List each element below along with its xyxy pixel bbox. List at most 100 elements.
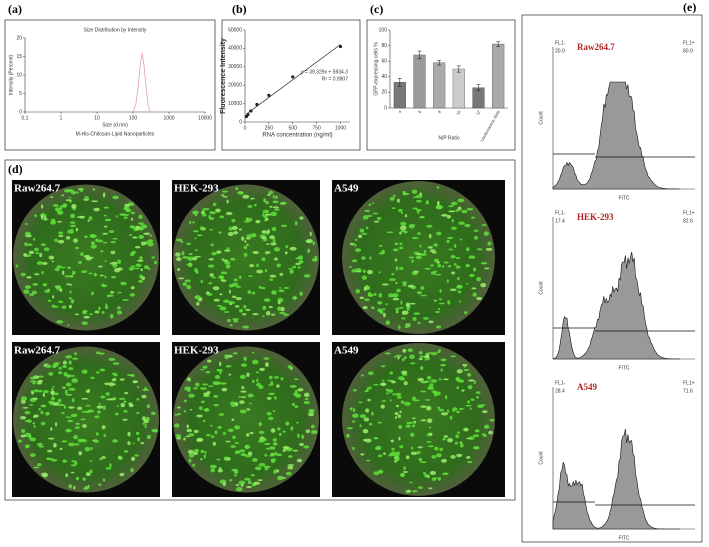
cell-dot: [368, 386, 372, 390]
point: [267, 93, 271, 97]
cell-dot: [258, 384, 264, 390]
cell-dot: [54, 422, 58, 427]
cell-dot: [463, 368, 470, 372]
cell-dot: [461, 209, 468, 214]
cell-dot: [449, 288, 457, 292]
cell-dot: [381, 283, 389, 286]
cell-dot: [427, 386, 435, 390]
cell-dot: [467, 384, 473, 390]
cell-dot: [218, 467, 222, 470]
y-axis-label: Count: [538, 281, 544, 295]
x-tick-label: 6: [417, 109, 423, 114]
cell-dot: [19, 415, 27, 420]
cell-dot: [399, 378, 406, 381]
cell-dot: [231, 295, 237, 299]
cell-dot: [282, 448, 286, 452]
cell-dot: [456, 431, 461, 434]
cell-dot: [399, 410, 402, 414]
cell-dot: [231, 218, 236, 223]
cell-dot: [368, 422, 373, 426]
cell-dot: [246, 243, 249, 246]
cell-dot: [305, 429, 310, 434]
cell-dot: [395, 310, 399, 314]
cell-dot: [43, 247, 50, 252]
cell-dot: [352, 408, 356, 413]
cell-dot: [441, 264, 445, 268]
cell-dot: [175, 238, 183, 242]
y-tick-label: 15: [16, 54, 22, 60]
cell-dot: [371, 306, 375, 310]
cell-dot: [52, 402, 60, 406]
cell-dot: [463, 364, 466, 368]
cell-dot: [24, 242, 28, 247]
cell-dot: [415, 253, 423, 255]
cell-dot: [241, 236, 245, 241]
cell-dot: [211, 276, 217, 279]
cell-dot: [255, 219, 261, 224]
cell-dot: [455, 257, 461, 260]
cell-dot: [105, 392, 110, 396]
cell-dot: [269, 205, 273, 208]
cell-dot: [135, 431, 140, 436]
cell-dot: [289, 384, 297, 388]
cell-dot: [228, 301, 236, 304]
cell-dot: [383, 452, 386, 455]
cell-dot: [178, 277, 185, 280]
cell-dot: [392, 393, 396, 396]
cell-dot: [256, 263, 259, 268]
cell-dot: [254, 466, 262, 471]
cell-dot: [116, 404, 119, 407]
cell-dot: [174, 423, 180, 428]
cell-dot: [265, 252, 268, 256]
cell-dot: [212, 202, 217, 206]
cell-dot: [240, 390, 247, 393]
cell-dot: [367, 371, 374, 376]
cell-dot: [59, 288, 63, 292]
panel-c-box: [366, 19, 516, 151]
cell-dot: [365, 408, 370, 413]
cell-dot: [243, 304, 247, 309]
y-tick-label: 0: [19, 109, 22, 115]
cell-dot: [456, 369, 463, 374]
cell-dot: [141, 394, 147, 399]
cell-dot: [209, 273, 214, 277]
cell-dot: [423, 355, 430, 359]
cell-dot: [352, 388, 357, 392]
cell-dot: [243, 356, 247, 361]
cell-dot: [464, 311, 468, 315]
cell-dot: [301, 434, 304, 440]
cell-dot: [211, 251, 217, 256]
cell-dot: [233, 230, 239, 235]
cell-dot: [252, 250, 259, 255]
panel-label: (b): [232, 2, 247, 16]
micrograph: A549: [332, 342, 505, 497]
cell-dot: [293, 392, 299, 396]
gate-value: 17.4: [555, 218, 565, 224]
cell-dot: [403, 401, 411, 406]
cell-dot: [270, 211, 278, 217]
cell-dot: [75, 423, 80, 425]
cell-dot: [270, 242, 277, 246]
cell-dot: [413, 420, 417, 424]
cell-dot: [194, 214, 198, 217]
cell-dot: [412, 270, 419, 273]
cell-dot: [397, 395, 402, 399]
cell-dot: [25, 444, 30, 449]
x-axis-label: FITC: [618, 535, 629, 541]
cell-dot: [380, 382, 387, 387]
cell-dot: [199, 226, 205, 231]
cell-dot: [208, 228, 214, 231]
cell-dot: [272, 194, 275, 199]
cell-dot: [129, 233, 132, 237]
cell-dot: [364, 438, 372, 443]
cell-dot: [276, 453, 283, 457]
error-bar: [456, 65, 461, 73]
micrograph: HEK-293: [172, 180, 320, 335]
y-tick-label: 20000: [228, 83, 242, 89]
cell-dot: [50, 196, 54, 199]
x-tick-label: 1000: [335, 125, 346, 131]
cell-dot: [417, 446, 423, 449]
cell-dot: [233, 319, 239, 323]
cell-dot: [196, 450, 199, 453]
cell-dot: [224, 354, 229, 359]
